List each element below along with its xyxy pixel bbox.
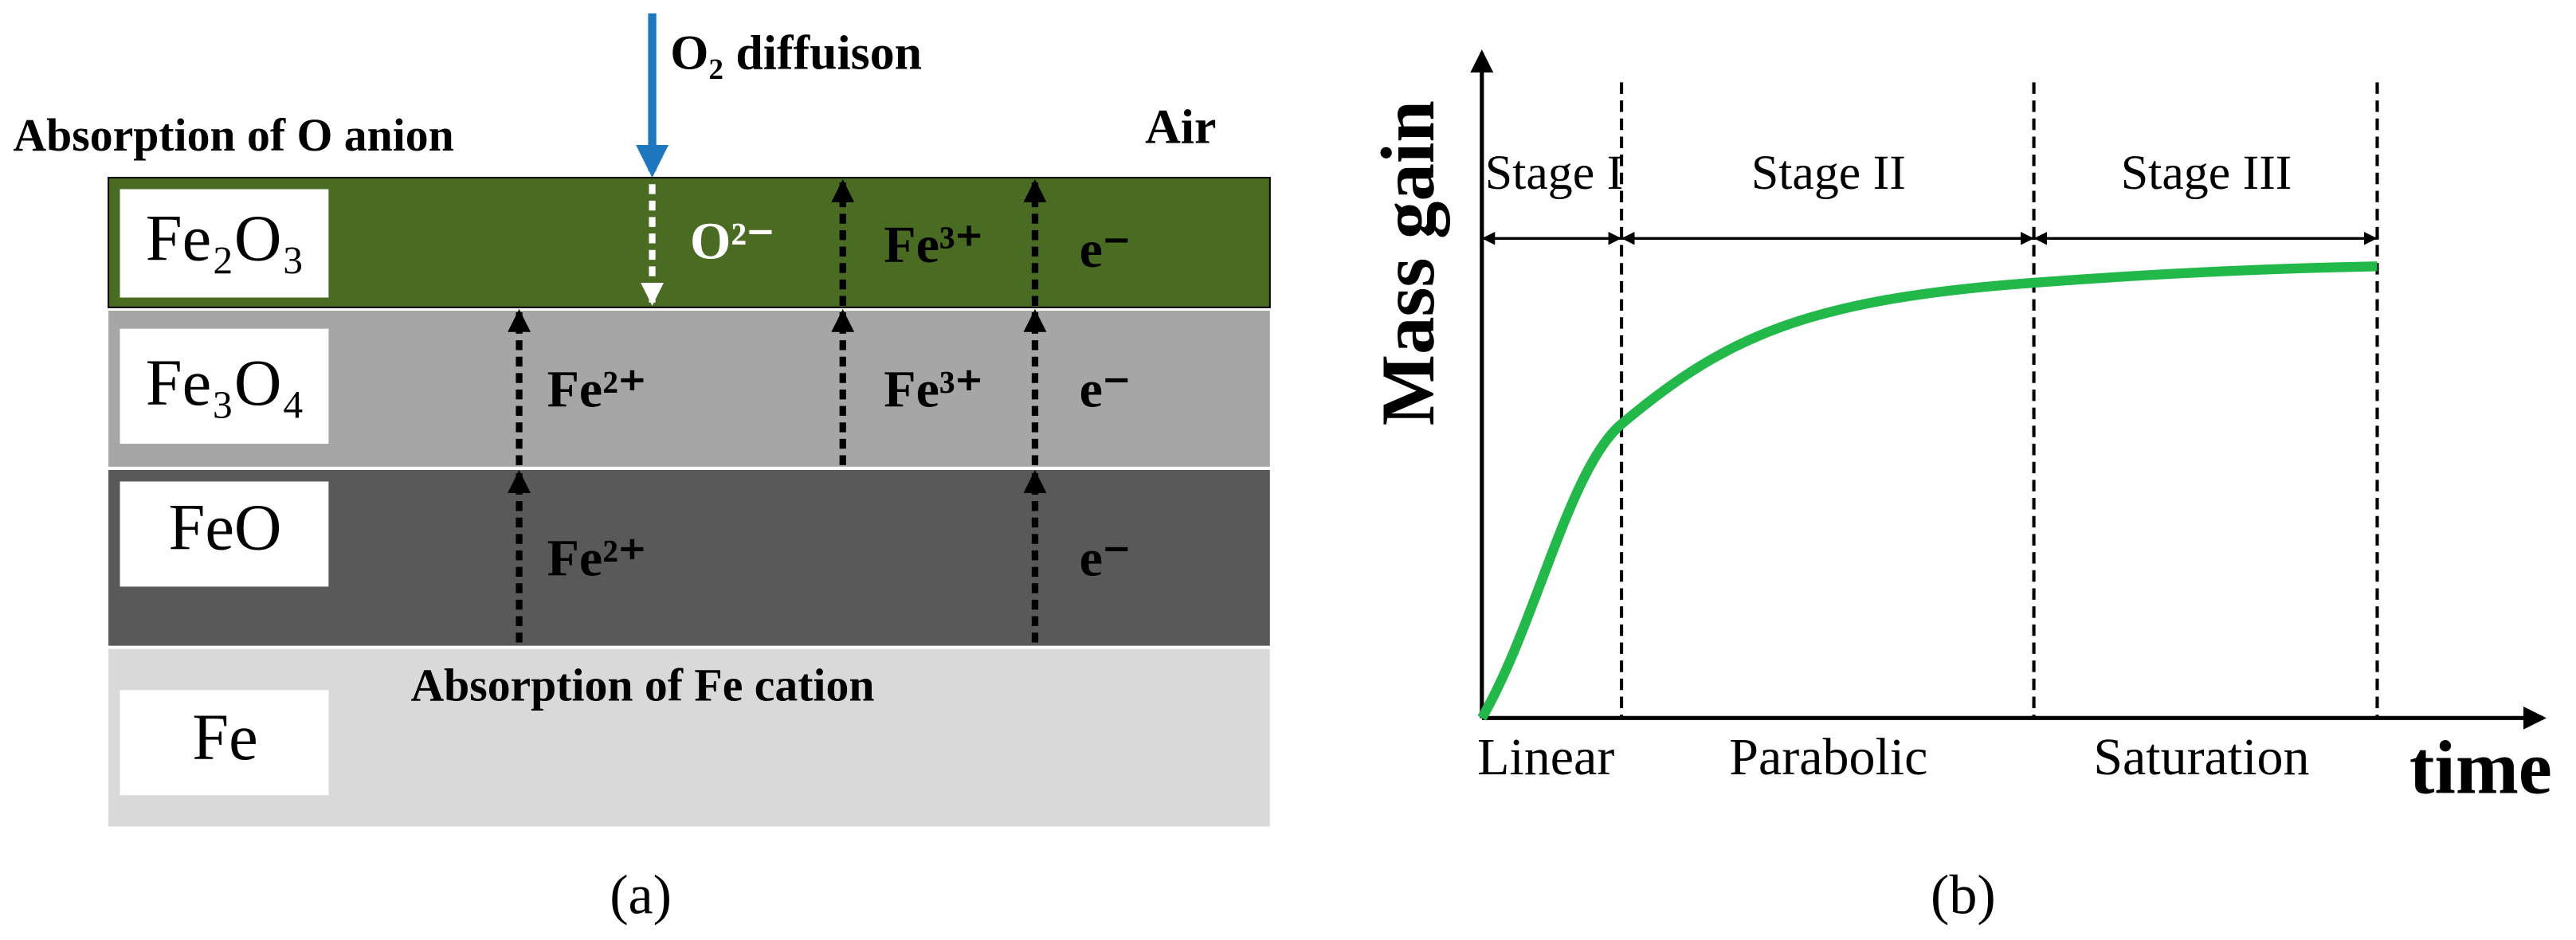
layer-label: Fe₃O₄	[146, 347, 305, 419]
ion-label: Fe²⁺	[547, 360, 646, 418]
ion-label: e⁻	[1080, 530, 1131, 588]
o2-label: O₂ diffuison	[670, 26, 922, 80]
y-axis-label: Mass gain	[1366, 100, 1450, 425]
o-anion-label: Absorption of O anion	[13, 111, 453, 161]
mass-gain-curve	[1477, 261, 2378, 721]
ion-label: Fe²⁺	[547, 530, 646, 588]
ion-label: Fe³⁺	[884, 216, 982, 274]
caption: (b)	[1931, 864, 1996, 926]
layer-label: Fe₂O₃	[146, 202, 305, 274]
stage-label: Stage III	[2121, 146, 2292, 200]
caption: (a)	[610, 864, 672, 926]
regime-label: Parabolic	[1729, 728, 1927, 786]
stage-label: Stage II	[1751, 146, 1906, 200]
label-box	[120, 328, 329, 445]
ion-label: e⁻	[1080, 221, 1131, 279]
x-axis-label: time	[2409, 725, 2552, 809]
label-box	[120, 690, 329, 796]
panel-b: Stage I Stage II Stage III Linear Parabo…	[1366, 49, 2552, 926]
fe-cation-label: Absorption of Fe cation	[410, 661, 874, 711]
label-box	[120, 189, 329, 298]
air-label: Air	[1145, 100, 1216, 154]
regime-label: Saturation	[2093, 728, 2309, 786]
layer-label: FeO	[168, 491, 281, 563]
ion-label: Fe³⁺	[884, 360, 982, 418]
ion-label: O²⁻	[690, 213, 774, 271]
panel-a: Fe₂O₃ Fe₃O₄ FeO Fe O²⁻ Fe³⁺ e⁻ Fe²⁺ Fe³⁺…	[13, 13, 1271, 926]
regime-label: Linear	[1477, 728, 1614, 786]
ion-label: e⁻	[1080, 360, 1131, 418]
label-box	[120, 481, 329, 587]
stage-label: Stage I	[1485, 146, 1623, 200]
layer-label: Fe	[192, 701, 257, 774]
